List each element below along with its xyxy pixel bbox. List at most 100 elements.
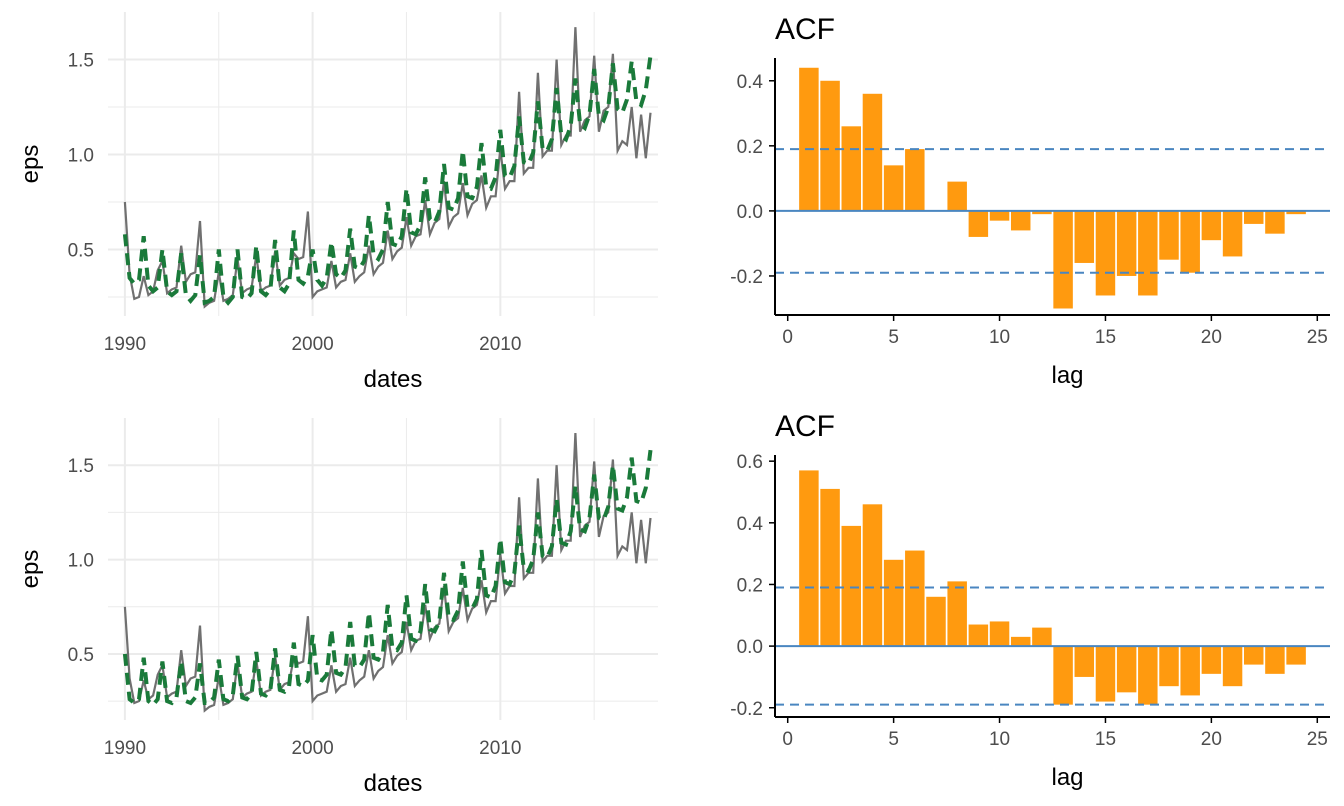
axis-ticks: 0 5 10 15 20 25 -0.2 0.0 0.2 0.4 0.6 bbox=[730, 452, 1330, 750]
acf-bar bbox=[1074, 210, 1095, 263]
acf-bar bbox=[1053, 646, 1073, 705]
axis-ticks: 1990 2000 2010 0.5 1.0 1.5 bbox=[68, 51, 522, 356]
y-tick-label: 0.2 bbox=[737, 575, 763, 596]
acf-bar bbox=[862, 93, 883, 211]
acf-bar bbox=[1243, 210, 1264, 224]
acf-bar bbox=[1201, 646, 1222, 674]
y-tick-label: 1.0 bbox=[68, 146, 94, 167]
y-tick-label: 0.0 bbox=[737, 637, 763, 658]
acf-bar bbox=[968, 624, 989, 647]
x-axis-label: dates bbox=[364, 770, 423, 797]
x-tick-label: 2010 bbox=[479, 334, 521, 355]
acf-bar bbox=[1222, 210, 1243, 257]
y-axis-label: eps bbox=[17, 550, 44, 589]
y-tick-label: 1.0 bbox=[68, 551, 94, 572]
acf-bars bbox=[799, 470, 1306, 705]
acf-bar bbox=[1286, 646, 1306, 665]
acf-bar bbox=[1265, 646, 1285, 674]
x-tick-label: 25 bbox=[1307, 327, 1328, 348]
y-tick-label: 1.5 bbox=[68, 456, 94, 477]
acf-bar bbox=[926, 596, 946, 647]
acf-bar bbox=[1222, 646, 1243, 687]
y-tick-label: 0.0 bbox=[737, 202, 763, 223]
y-tick-label: 0.4 bbox=[737, 72, 764, 93]
acf-bar bbox=[968, 210, 989, 237]
x-axis-label: dates bbox=[364, 366, 423, 393]
panel-acf-top: ACF 0 5 10 15 20 25 -0.2 0.0 0.2 0.4 lag bbox=[730, 13, 1330, 389]
x-axis-label: lag bbox=[1051, 362, 1083, 389]
line-series bbox=[122, 433, 653, 713]
acf-bar bbox=[1201, 210, 1222, 241]
line-series bbox=[122, 27, 653, 309]
acf-bar bbox=[989, 621, 1010, 647]
acf-bar bbox=[1032, 627, 1052, 647]
x-tick-label: 25 bbox=[1307, 729, 1328, 750]
x-axis-label: lag bbox=[1051, 764, 1083, 791]
panel-acf-bottom: ACF 0 5 10 15 20 25 -0.2 0.0 0.2 0.4 0.6 lag bbox=[730, 410, 1330, 791]
acf-bar bbox=[799, 67, 819, 211]
x-tick-label: 5 bbox=[888, 729, 899, 750]
y-tick-label: 0.2 bbox=[737, 137, 763, 158]
acf-bar bbox=[1032, 210, 1052, 215]
acf-bar bbox=[947, 181, 967, 211]
x-tick-label: 0 bbox=[782, 327, 793, 348]
acf-bar bbox=[1138, 646, 1158, 705]
grid-lines bbox=[108, 12, 658, 316]
x-tick-label: 5 bbox=[888, 327, 899, 348]
acf-bar bbox=[862, 504, 883, 647]
x-tick-label: 1990 bbox=[104, 334, 146, 355]
acf-bar bbox=[1180, 210, 1200, 273]
x-tick-label: 15 bbox=[1095, 729, 1116, 750]
acf-bar bbox=[820, 80, 840, 211]
acf-bar bbox=[841, 525, 862, 647]
acf-bar bbox=[1074, 646, 1095, 677]
acf-bar bbox=[883, 165, 904, 211]
axis-ticks: 1990 2000 2010 0.5 1.0 1.5 bbox=[68, 456, 522, 759]
fitted-series-line bbox=[122, 55, 653, 306]
acf-bar bbox=[799, 470, 819, 647]
y-tick-label: -0.2 bbox=[730, 699, 763, 720]
acf-bar bbox=[989, 210, 1010, 221]
grid-lines bbox=[108, 418, 658, 720]
acf-bar bbox=[1010, 636, 1031, 647]
acf-bar bbox=[1159, 646, 1179, 687]
acf-bar bbox=[1138, 210, 1158, 296]
acf-bar bbox=[1095, 210, 1116, 296]
x-tick-label: 0 bbox=[782, 729, 793, 750]
acf-bar bbox=[1265, 210, 1285, 234]
acf-bars bbox=[799, 67, 1306, 309]
chart-title: ACF bbox=[775, 13, 835, 46]
y-tick-label: 0.5 bbox=[68, 645, 94, 666]
acf-reference-lines bbox=[775, 148, 1330, 274]
x-tick-label: 1990 bbox=[104, 738, 146, 759]
x-tick-label: 10 bbox=[989, 327, 1010, 348]
acf-bar bbox=[1286, 210, 1306, 215]
x-tick-label: 15 bbox=[1095, 327, 1116, 348]
x-tick-label: 2000 bbox=[291, 334, 333, 355]
acf-bar bbox=[1116, 646, 1137, 693]
acf-reference-lines bbox=[775, 586, 1330, 706]
acf-bar bbox=[1243, 646, 1264, 665]
panel-eps-top: 1990 2000 2010 0.5 1.0 1.5 dates eps bbox=[17, 12, 658, 393]
acf-bar bbox=[841, 126, 862, 211]
chart-title: ACF bbox=[775, 410, 835, 443]
eps-series-line bbox=[123, 433, 652, 713]
x-tick-label: 20 bbox=[1201, 327, 1222, 348]
x-tick-label: 2010 bbox=[479, 738, 521, 759]
acf-bar bbox=[1053, 210, 1073, 309]
acf-bar bbox=[883, 559, 904, 647]
x-tick-label: 2000 bbox=[291, 738, 333, 759]
x-tick-label: 20 bbox=[1201, 729, 1222, 750]
acf-bar bbox=[1095, 646, 1116, 702]
acf-bar bbox=[1116, 210, 1137, 276]
y-axis-label: eps bbox=[17, 145, 44, 184]
fitted-series-line bbox=[122, 449, 653, 708]
acf-bar bbox=[947, 581, 967, 647]
acf-bar bbox=[1010, 210, 1031, 231]
panel-eps-bottom: 1990 2000 2010 0.5 1.0 1.5 dates eps bbox=[17, 418, 658, 797]
y-tick-label: -0.2 bbox=[730, 267, 763, 288]
acf-bar bbox=[1159, 210, 1179, 260]
acf-bar bbox=[905, 550, 925, 647]
acf-bar bbox=[820, 488, 840, 647]
